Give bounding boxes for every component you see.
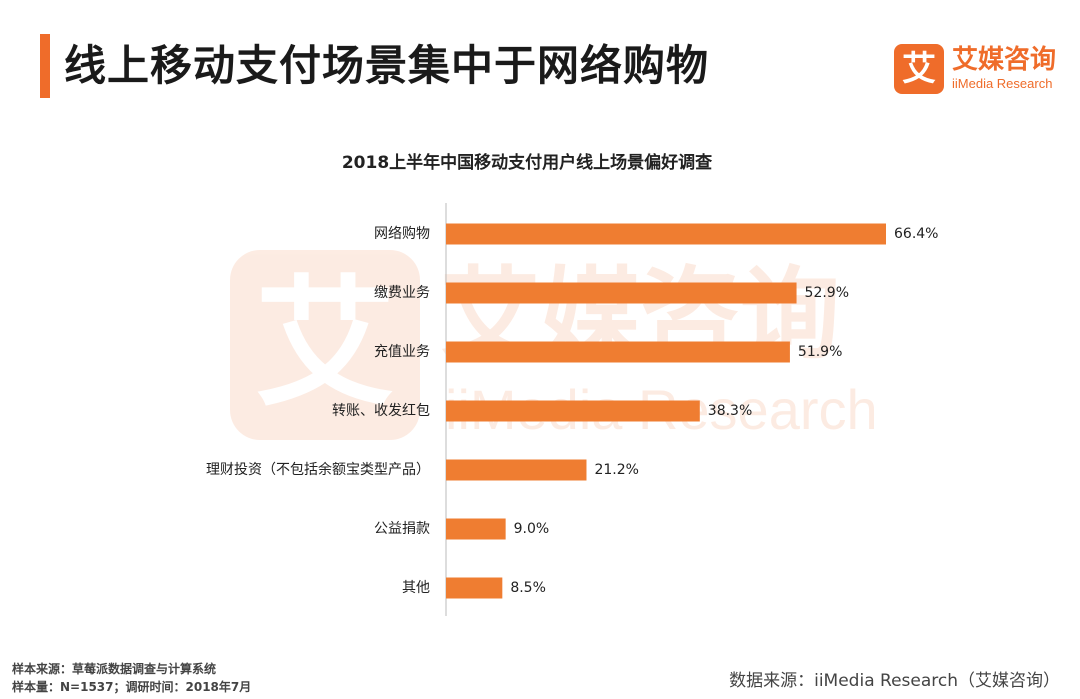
chart-title: 2018上半年中国移动支付用户线上场景偏好调查 (341, 153, 713, 173)
bar (446, 459, 587, 481)
logo-name-en: iiMedia Research (952, 76, 1053, 91)
bar (446, 577, 503, 599)
bar (446, 223, 886, 245)
title-accent-bar (40, 34, 50, 98)
value-label: 66.4% (894, 226, 938, 242)
category-label: 缴费业务 (374, 285, 430, 301)
bar (446, 518, 506, 540)
value-label: 9.0% (514, 521, 550, 537)
category-label: 其他 (402, 580, 430, 596)
category-label: 转账、收发红包 (332, 403, 430, 419)
category-label: 充值业务 (374, 344, 430, 360)
page-title: 线上移动支付场景集中于网络购物 (64, 41, 710, 90)
value-label: 51.9% (798, 344, 842, 360)
sample-info: 样本来源：草莓派数据调查与计算系统 样本量：N=1537；调研时间：2018年7… (12, 660, 251, 696)
bar (446, 282, 797, 304)
bar (446, 400, 700, 422)
data-source: 数据来源：iiMedia Research（艾媒咨询） (729, 671, 1060, 691)
category-label: 理财投资（不包括余额宝类型产品） (206, 461, 430, 478)
sample-size: 样本量：N=1537；调研时间：2018年7月 (12, 680, 252, 694)
logo-name-cn: 艾媒咨询 (952, 45, 1057, 75)
value-label: 8.5% (510, 580, 546, 596)
category-label: 公益捐款 (374, 521, 430, 537)
value-label: 52.9% (805, 285, 849, 301)
sample-source: 样本来源：草莓派数据调查与计算系统 (12, 662, 217, 676)
brand-logo: 艾 艾媒咨询 iiMedia Research (894, 44, 1069, 94)
category-label: 网络购物 (374, 226, 430, 242)
value-label: 38.3% (708, 403, 752, 419)
bar (446, 341, 790, 363)
logo-mark-icon: 艾 (894, 44, 944, 94)
value-label: 21.2% (594, 462, 638, 478)
